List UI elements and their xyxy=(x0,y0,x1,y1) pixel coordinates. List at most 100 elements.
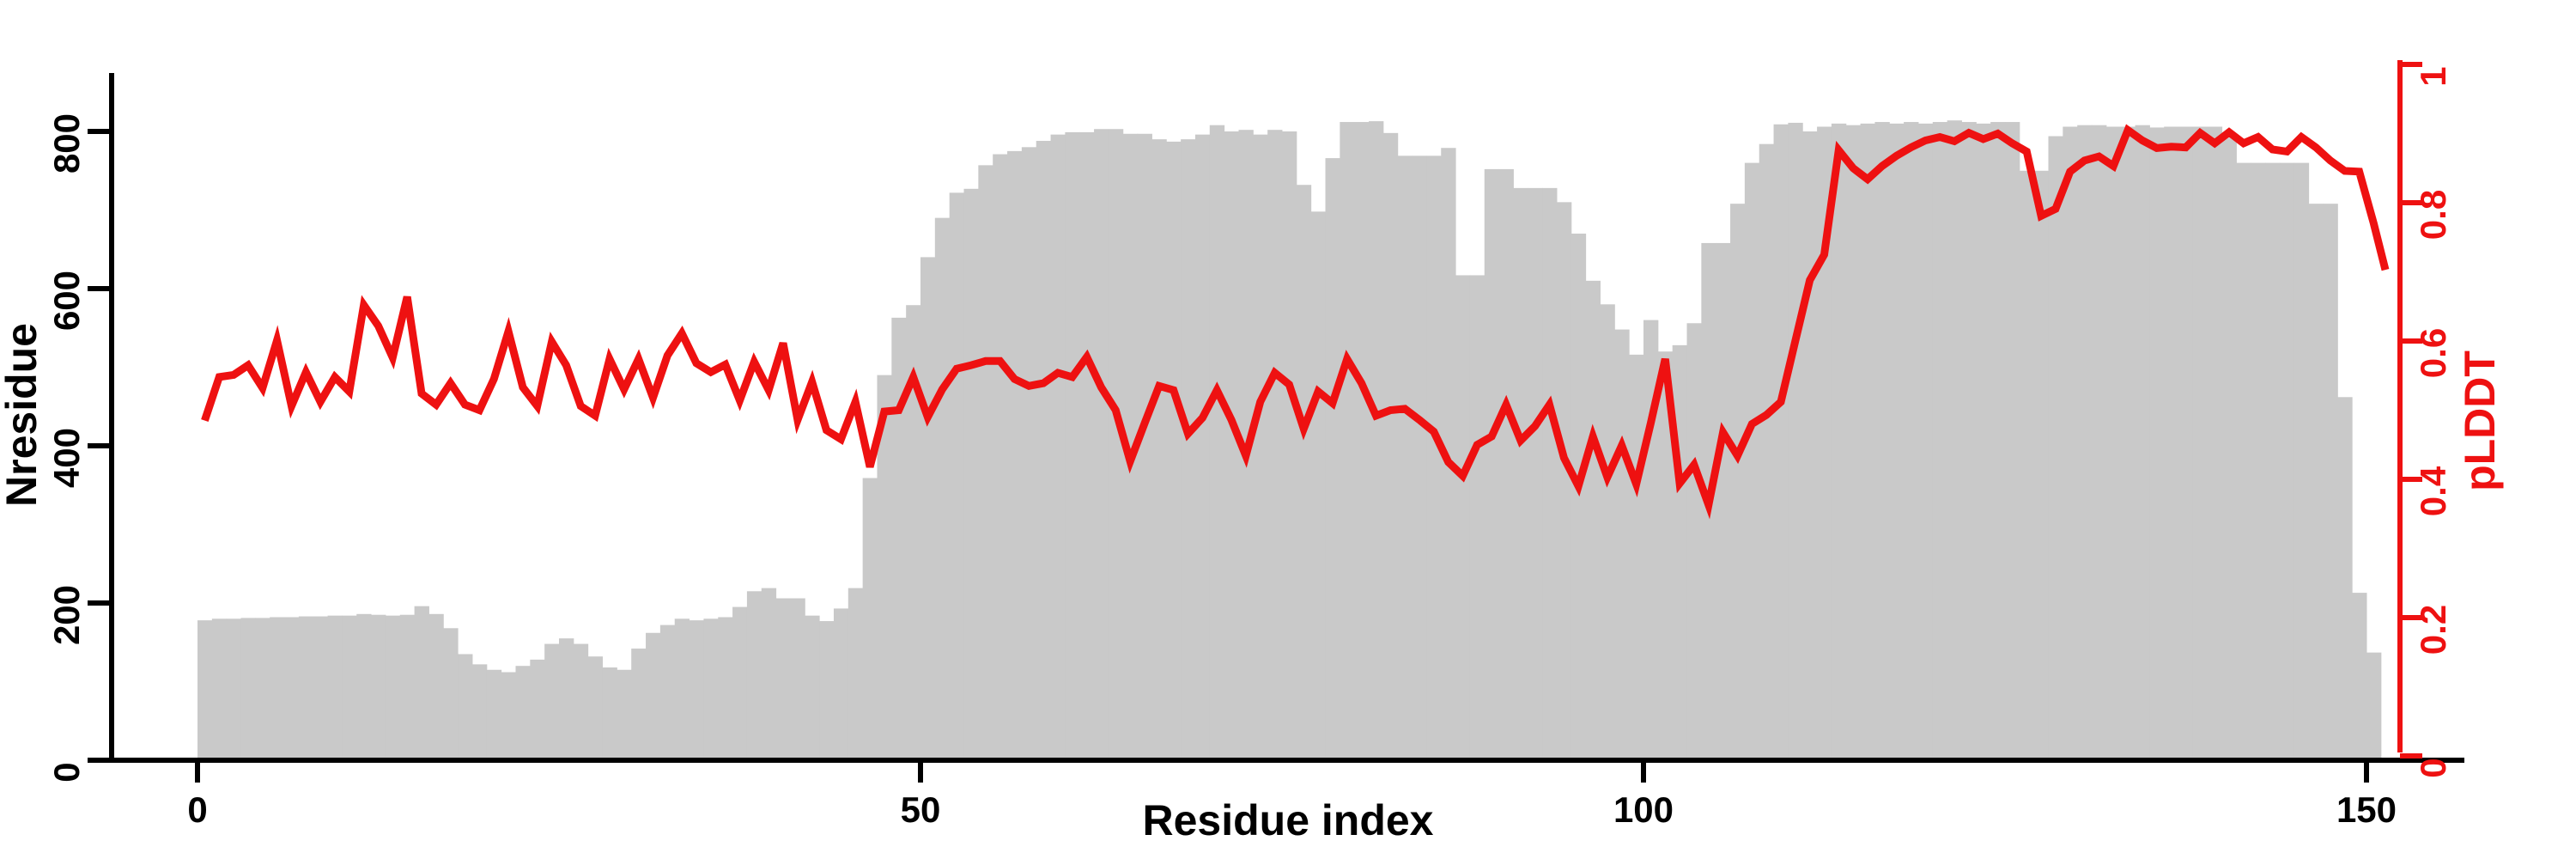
x-axis-tick-label: 50 xyxy=(901,789,941,830)
nresidue-bar xyxy=(1369,121,1384,761)
x-axis-tick-label: 0 xyxy=(187,789,207,830)
nresidue-bar xyxy=(1267,130,1283,761)
nresidue-bar xyxy=(1845,125,1862,760)
nresidue-bar xyxy=(949,192,965,760)
nresidue-bar xyxy=(2366,652,2382,760)
nresidue-bar xyxy=(471,664,488,760)
nresidue-bar xyxy=(1310,211,1327,760)
nresidue-bar xyxy=(1325,158,1340,761)
nresidue-bar xyxy=(1860,123,1875,761)
nresidue-bar xyxy=(1629,354,1644,760)
nresidue-bar xyxy=(2236,162,2251,761)
nresidue-bar xyxy=(2149,127,2165,761)
nresidue-bar xyxy=(1469,275,1485,760)
nresidue-bar xyxy=(2207,126,2223,760)
nresidue-bar xyxy=(1151,139,1167,760)
nresidue-bar xyxy=(1412,155,1427,760)
nresidue-bar xyxy=(226,618,242,760)
nresidue-bar xyxy=(877,375,892,760)
nresidue-bar xyxy=(1498,168,1514,761)
nresidue-bar xyxy=(674,618,690,760)
x-axis-tick-label: 150 xyxy=(2336,789,2397,830)
nresidue-bar xyxy=(2178,126,2194,760)
nresidue-bar xyxy=(1600,304,1615,760)
nresidue-bar xyxy=(1932,122,1948,760)
tick-labels-group: 0 200 400 600 800 0 50 100 150 0 0.2 0.4 0.6 0.8 1 xyxy=(46,66,2453,830)
axes-group xyxy=(88,60,2464,783)
y-axis-right-title: pLDDT xyxy=(2456,350,2504,491)
nresidue-bar xyxy=(1209,125,1225,760)
nresidue-bar xyxy=(1094,129,1109,760)
nresidue-bar xyxy=(2120,126,2136,760)
nresidue-bar xyxy=(1050,134,1066,760)
nresidue-bar xyxy=(920,257,936,760)
nresidue-bar xyxy=(2092,125,2107,760)
plddt-line xyxy=(201,124,2390,520)
nresidue-bar xyxy=(342,615,357,760)
nresidue-bar xyxy=(1961,122,1977,760)
nresidue-bar xyxy=(544,643,560,760)
nresidue-bar xyxy=(761,588,777,760)
nresidue-bar xyxy=(891,317,907,760)
nresidue-bar xyxy=(1802,131,1818,760)
nresidue-bar xyxy=(2019,170,2035,760)
nresidue-bar xyxy=(1730,204,1746,760)
nresidue-bar xyxy=(617,669,632,760)
nresidue-bar xyxy=(1253,134,1268,760)
nresidue-bar xyxy=(2265,162,2281,761)
nresidue-bar xyxy=(2048,136,2063,761)
nresidue-bar xyxy=(1571,233,1587,760)
nresidue-bar xyxy=(602,667,617,760)
nresidue-bar xyxy=(2105,126,2122,760)
nresidue-bar xyxy=(1065,131,1080,760)
nresidue-bar xyxy=(848,588,864,760)
nresidue-bar xyxy=(1788,122,1803,760)
nresidue-bar xyxy=(399,614,416,760)
nresidue-bar xyxy=(2005,122,2020,760)
nresidue-bar xyxy=(486,669,502,760)
nresidue-bar xyxy=(1181,139,1196,760)
nresidue-bar xyxy=(1382,132,1399,760)
x-axis-title: Residue index xyxy=(1143,796,1434,844)
nresidue-bar xyxy=(1455,275,1471,760)
nresidue-bar xyxy=(1166,141,1182,760)
nresidue-bar xyxy=(2251,162,2266,761)
y-axis-right-tick-label: 0 xyxy=(2413,758,2453,777)
nresidue-bar xyxy=(443,628,459,760)
nresidue-bar xyxy=(1194,134,1211,760)
y-axis-left-tick-label: 200 xyxy=(46,585,87,645)
nresidue-bar xyxy=(573,643,589,760)
nresidue-bar xyxy=(2323,204,2338,760)
y-axis-right-tick-label: 0.2 xyxy=(2413,605,2453,655)
nresidue-bar xyxy=(559,638,574,760)
nresidue-bar xyxy=(1426,155,1442,760)
nresidue-bar xyxy=(1021,147,1037,761)
nresidue-bar xyxy=(1108,129,1124,760)
nresidue-bar xyxy=(631,649,647,760)
nresidue-bar xyxy=(1657,351,1674,760)
nresidue-bar xyxy=(862,478,878,760)
nresidue-bar xyxy=(515,666,531,760)
nresidue-bar xyxy=(2033,170,2050,760)
nresidue-bar xyxy=(428,613,444,760)
y-axis-left-title: Nresidue xyxy=(0,323,46,507)
nresidue-bar xyxy=(1874,122,1890,760)
nresidue-bar xyxy=(790,598,805,760)
nresidue-bar xyxy=(2352,593,2367,760)
y-axis-right-tick-label: 0.4 xyxy=(2413,466,2453,516)
nresidue-bar xyxy=(1556,202,1572,761)
nresidue-bar xyxy=(703,618,719,760)
nresidue-bar xyxy=(906,305,921,761)
nresidue-bar xyxy=(1744,162,1760,761)
nresidue-bar xyxy=(2077,125,2093,760)
y-axis-left-tick-label: 0 xyxy=(46,762,87,782)
nresidue-bar xyxy=(833,608,849,760)
nresidue-bar xyxy=(2337,397,2353,760)
nresidue-bar xyxy=(1947,120,1962,760)
nresidue-bar xyxy=(775,598,791,760)
nresidue-bar xyxy=(2221,137,2237,760)
y-axis-left-tick-label: 800 xyxy=(46,113,87,174)
nresidue-bar xyxy=(414,606,429,760)
